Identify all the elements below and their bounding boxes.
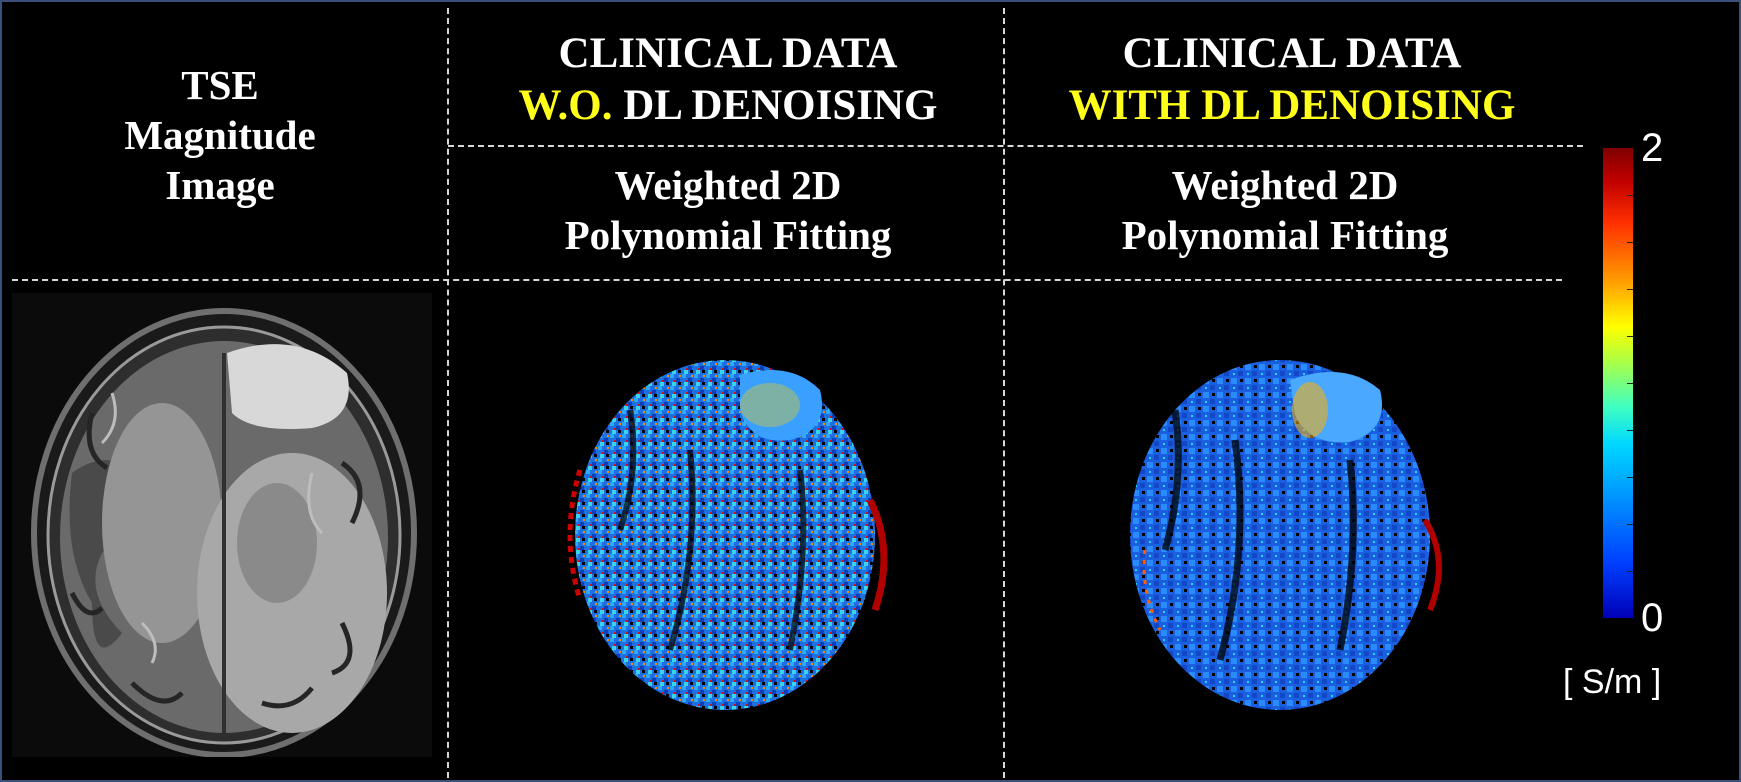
- noisy-conductivity-map: [567, 360, 888, 710]
- method-label-wo: Weighted 2D Polynomial Fitting: [448, 160, 1008, 260]
- header-divider: [12, 279, 1562, 281]
- colorbar-min-label: 0: [1641, 596, 1664, 640]
- method-line: Weighted 2D: [1171, 162, 1399, 208]
- header-line: Image: [165, 162, 275, 209]
- with-dl-highlight: WITH DL DENOISING: [1068, 82, 1516, 130]
- column-divider: [447, 8, 449, 778]
- colorbar-tick: [1627, 477, 1633, 478]
- with-dl-denoising-header: CLINICAL DATA WITH DL DENOISING: [1012, 28, 1572, 133]
- clinical-data-label: CLINICAL DATA: [1122, 30, 1462, 77]
- denoising-rest: DL DENOISING: [612, 82, 938, 130]
- colorbar-tick: [1627, 430, 1633, 431]
- colorbar-tick: [1627, 571, 1633, 572]
- header-divider: [448, 145, 1583, 147]
- denoising-label: W.O. DL DENOISING: [448, 80, 1008, 132]
- tse-magnitude-header: TSE Magnitude Image: [30, 60, 410, 210]
- colorbar-tick: [1627, 195, 1633, 196]
- method-line: Polynomial Fitting: [564, 212, 892, 259]
- method-line: Polynomial Fitting: [1121, 212, 1449, 259]
- colorbar-max-label: 2: [1641, 126, 1664, 170]
- brain-mri-grayscale: [12, 293, 432, 758]
- header-line: TSE: [181, 62, 259, 108]
- wo-highlight: W.O.: [518, 82, 613, 130]
- denoised-conductivity-map: [1130, 360, 1442, 710]
- wo-dl-denoising-header: CLINICAL DATA W.O. DL DENOISING: [448, 28, 1008, 133]
- colorbar-tick: [1627, 383, 1633, 384]
- method-label-with: Weighted 2D Polynomial Fitting: [1005, 160, 1565, 260]
- method-line: Weighted 2D: [614, 162, 842, 208]
- conductivity-map-without-denoising: [550, 350, 910, 718]
- column-divider: [1003, 8, 1005, 778]
- colorbar-tick: [1627, 242, 1633, 243]
- colorbar-tick: [1627, 336, 1633, 337]
- colorbar-tick: [1627, 289, 1633, 290]
- colorbar-unit: [ S/m ]: [1563, 663, 1662, 701]
- tse-magnitude-image: [12, 293, 432, 758]
- clinical-data-label: CLINICAL DATA: [558, 30, 898, 77]
- colorbar-tick: [1627, 524, 1633, 525]
- header-line: Magnitude: [124, 112, 316, 159]
- conductivity-map-with-denoising: [1105, 350, 1465, 718]
